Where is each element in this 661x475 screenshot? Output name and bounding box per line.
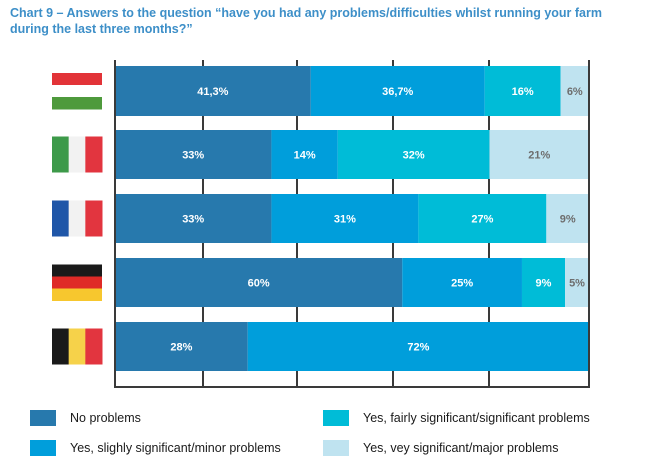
flag-stripe-3 — [52, 288, 102, 301]
chart-title: Chart 9 – Answers to the question “have … — [10, 5, 660, 37]
flag-stripe-3 — [85, 200, 103, 237]
data-label-belgium-1: 28% — [170, 342, 192, 354]
data-label-france-3: 27% — [471, 214, 493, 226]
legend-swatch-no-problems — [30, 410, 56, 426]
flag-italy-icon — [52, 136, 103, 173]
stacked-bar-chart: 41,3% 36,7% 16% 6% 33% 14% 32% 21% 33% 31% 27% 9% 60… — [52, 60, 590, 388]
data-label-hungary-2: 36,7% — [382, 86, 413, 98]
bar-germany-3 — [521, 258, 566, 307]
data-label-italy-3: 32% — [403, 150, 425, 162]
bar-france-4 — [546, 194, 589, 243]
bar-germany-2 — [402, 258, 522, 307]
legend-swatch-significant — [323, 410, 349, 426]
data-label-italy-2: 14% — [294, 150, 316, 162]
data-label-italy-4: 21% — [528, 150, 550, 162]
flag-stripe-1 — [52, 136, 70, 173]
bar-hungary-4 — [560, 66, 589, 116]
bar-belgium-2 — [247, 322, 589, 371]
data-label-germany-1: 60% — [248, 278, 270, 290]
chart-title-line-1: Chart 9 – Answers to the question “have … — [10, 6, 602, 20]
legend-label-minor: Yes, slighly significant/minor problems — [70, 441, 281, 455]
bar-belgium-1 — [115, 322, 248, 371]
legend-item-no-problems: No problems — [30, 410, 141, 426]
legend-item-minor: Yes, slighly significant/minor problems — [30, 440, 281, 456]
data-label-germany-2: 25% — [451, 278, 473, 290]
legend-item-major: Yes, vey significant/major problems — [323, 440, 558, 456]
flag-stripe-1 — [52, 328, 70, 365]
flag-stripe-3 — [85, 136, 103, 173]
chart-title-line-2: during the last three months?” — [10, 22, 193, 36]
legend-swatch-major — [323, 440, 349, 456]
flag-stripe-2 — [68, 200, 86, 237]
data-label-france-2: 31% — [334, 214, 356, 226]
bar-hungary-2 — [310, 66, 485, 116]
flag-stripe-1 — [52, 200, 70, 237]
flag-stripe-2 — [52, 85, 102, 98]
flag-stripe-2 — [68, 136, 86, 173]
data-label-belgium-2: 72% — [407, 342, 429, 354]
bar-germany-4 — [565, 258, 589, 307]
legend-label-major: Yes, vey significant/major problems — [363, 441, 559, 455]
bar-italy-3 — [337, 130, 490, 179]
flag-stripe-2 — [52, 276, 102, 289]
axis-lines — [114, 60, 590, 388]
flag-stripe-3 — [85, 328, 103, 365]
flags — [52, 73, 103, 365]
data-label-germany-3: 9% — [536, 278, 552, 290]
data-label-italy-1: 33% — [182, 150, 204, 162]
data-label-france-4: 9% — [560, 214, 576, 226]
flag-stripe-3 — [52, 97, 102, 110]
bar-italy-4 — [489, 130, 589, 179]
bar-germany-1 — [115, 258, 403, 307]
flag-stripe-1 — [52, 264, 102, 277]
flag-hungary-icon — [52, 73, 102, 110]
data-label-germany-4: 5% — [569, 278, 585, 290]
bar-france-3 — [418, 194, 547, 243]
flag-stripe-1 — [52, 73, 102, 86]
bar-france-2 — [271, 194, 419, 243]
legend-item-significant: Yes, fairly significant/significant prob… — [323, 410, 590, 426]
data-label-hungary-1: 41,3% — [197, 86, 228, 98]
bar-france-1 — [115, 194, 272, 243]
flag-germany-icon — [52, 264, 102, 301]
flag-stripe-2 — [68, 328, 86, 365]
data-label-france-1: 33% — [182, 214, 204, 226]
legend-label-no-problems: No problems — [70, 411, 141, 425]
bar-italy-2 — [271, 130, 338, 179]
bar-hungary-1 — [115, 66, 311, 116]
data-label-hungary-4: 6% — [567, 86, 583, 98]
flag-france-icon — [52, 200, 103, 237]
flag-belgium-icon — [52, 328, 103, 365]
legend-label-significant: Yes, fairly significant/significant prob… — [363, 411, 590, 425]
data-label-hungary-3: 16% — [512, 86, 534, 98]
bars: 41,3% 36,7% 16% 6% 33% 14% 32% 21% 33% 31% 27% 9% 60… — [115, 66, 589, 371]
legend-swatch-minor — [30, 440, 56, 456]
bar-italy-1 — [115, 130, 272, 179]
bar-hungary-3 — [484, 66, 561, 116]
